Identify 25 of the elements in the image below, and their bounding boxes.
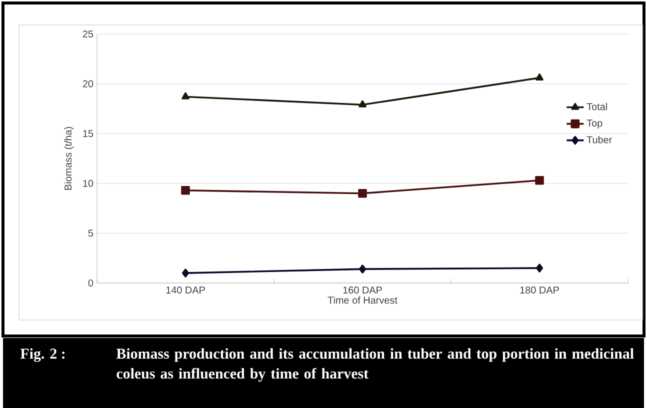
point (535, 176, 544, 185)
y-tick-label: 0 (88, 279, 94, 287)
legend-label: Total (586, 102, 607, 110)
point (358, 100, 366, 108)
y-tick-label: 20 (82, 80, 94, 88)
y-tick-label: 10 (83, 180, 94, 187)
x-tick-label: 180 DAP (520, 286, 559, 294)
x-tick-label: 140 DAP (166, 286, 205, 294)
caption: Fig. 2 : (20, 348, 65, 362)
y-tick-label: 15 (83, 130, 94, 138)
point (358, 188, 367, 198)
y-axis-title: Biomass (t/ha) (64, 127, 74, 190)
point (181, 186, 190, 195)
point (182, 92, 190, 100)
x-axis-title: Time of Harvest (328, 296, 398, 304)
point (536, 264, 544, 272)
legend-label: Tuber (586, 136, 612, 144)
y-tick-label: 5 (88, 230, 94, 237)
y-tick-label: 25 (82, 30, 94, 38)
point (536, 73, 544, 80)
legend-label: Top (586, 120, 602, 129)
point (182, 268, 190, 278)
x-tick-label: 160 DAP (343, 286, 382, 294)
text: Biomass production and its accumulation in tuber and top portion in medicinal coleus as influenced by time of harvest (116, 348, 634, 382)
point (358, 264, 366, 274)
